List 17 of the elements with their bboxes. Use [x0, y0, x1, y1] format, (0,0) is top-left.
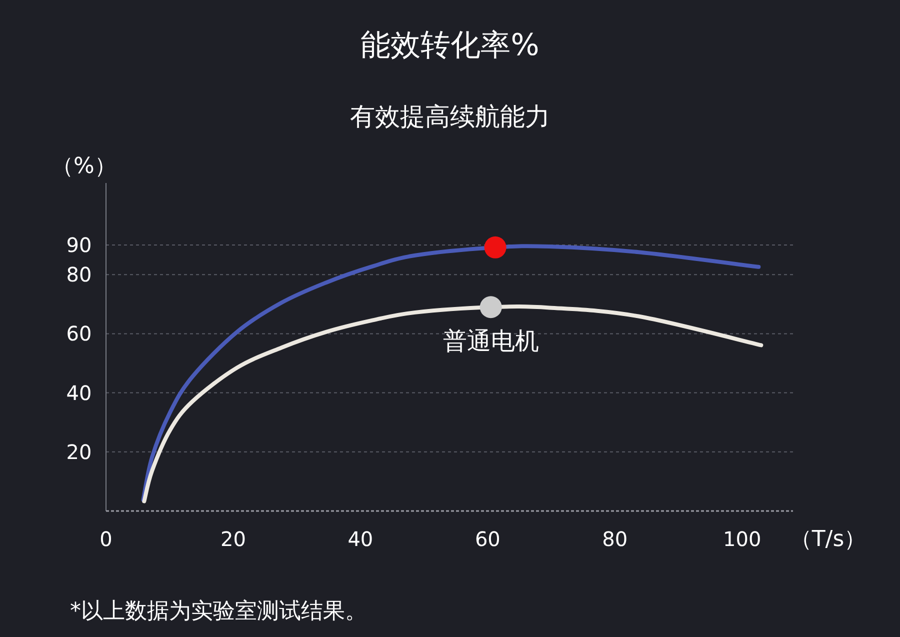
y-tick-label: 80 — [66, 262, 92, 287]
annotation: 普通电机 — [442, 327, 539, 356]
y-tick-label: 20 — [66, 440, 92, 464]
x-tick-label: 0 — [100, 527, 112, 551]
x-tick-label: 20 — [220, 527, 246, 551]
chart-title: 能效转化率% — [360, 28, 540, 63]
chart-subtitle: 有效提高续航能力 — [350, 102, 550, 131]
y-axis-title: （%） — [52, 154, 116, 179]
x-axis-title: （T/s） — [790, 527, 866, 552]
x-tick-label: 80 — [602, 527, 628, 551]
y-tick-label: 40 — [66, 380, 92, 405]
x-tick-label: 60 — [474, 527, 500, 551]
x-tick-label: 40 — [348, 527, 374, 551]
x-tick-label: 100 — [723, 527, 762, 551]
y-tick-label: 60 — [66, 322, 92, 346]
text: *以上数据为实验室测试结果。 — [70, 599, 367, 624]
y-tick-label: 90 — [66, 233, 92, 258]
